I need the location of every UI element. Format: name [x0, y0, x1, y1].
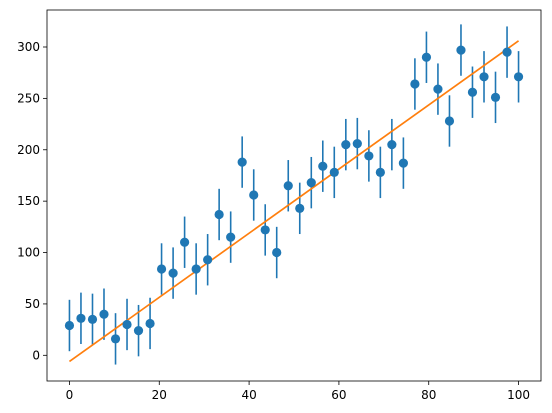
y-axis: 0 50 100 150 200 250 300 — [17, 40, 47, 362]
y-tick-label: 150 — [17, 194, 40, 208]
fit-line — [68, 40, 520, 363]
x-tick-label: 0 — [66, 388, 74, 402]
data-point — [421, 52, 432, 62]
data-point — [329, 167, 339, 177]
data-point — [341, 140, 351, 150]
data-point — [168, 268, 178, 278]
data-point — [99, 309, 109, 319]
data-point — [410, 79, 420, 89]
x-tick-label: 80 — [421, 388, 436, 402]
data-point — [226, 232, 236, 242]
data-point — [398, 158, 408, 168]
data-point — [180, 237, 190, 247]
data-point — [502, 47, 512, 57]
data-point — [237, 157, 247, 167]
plot-frame — [46, 9, 542, 382]
data-point — [156, 264, 167, 274]
data-point — [306, 178, 316, 188]
data-point — [260, 225, 270, 235]
x-tick-label: 40 — [241, 388, 256, 402]
data-point — [352, 139, 362, 149]
data-point — [490, 92, 501, 102]
data-point — [433, 84, 443, 94]
data-point — [76, 313, 86, 323]
data-point — [467, 87, 478, 97]
y-tick-label: 100 — [17, 246, 40, 260]
data-point — [87, 314, 98, 324]
x-tick-label: 100 — [507, 388, 530, 402]
y-tick-label: 50 — [25, 297, 40, 311]
x-axis: 0 20 40 60 80 100 — [66, 381, 530, 402]
data-point — [444, 116, 455, 126]
data-point — [295, 203, 305, 213]
data-point — [456, 45, 466, 55]
y-tick-label: 0 — [32, 348, 40, 362]
x-tick-label: 20 — [152, 388, 167, 402]
data-point — [145, 318, 155, 329]
data-point — [203, 255, 213, 265]
data-point — [122, 319, 132, 330]
data-point — [283, 181, 293, 191]
data-point — [133, 326, 144, 336]
data-point — [318, 161, 328, 171]
y-tick-label: 200 — [17, 143, 40, 157]
data-point — [479, 72, 489, 82]
fit-line-layer — [68, 40, 520, 363]
data-point — [375, 167, 385, 177]
x-tick-label: 60 — [331, 388, 346, 402]
data-point — [513, 72, 524, 82]
y-tick-label: 250 — [17, 91, 40, 105]
y-tick-label: 300 — [17, 40, 40, 54]
data-point — [110, 334, 121, 344]
data-point — [214, 209, 224, 220]
data-point — [272, 247, 282, 258]
data-point — [364, 151, 374, 161]
data-point — [64, 320, 75, 331]
data-point — [191, 264, 201, 274]
data-point — [387, 140, 397, 150]
data-points — [64, 45, 524, 344]
data-point — [249, 190, 259, 200]
